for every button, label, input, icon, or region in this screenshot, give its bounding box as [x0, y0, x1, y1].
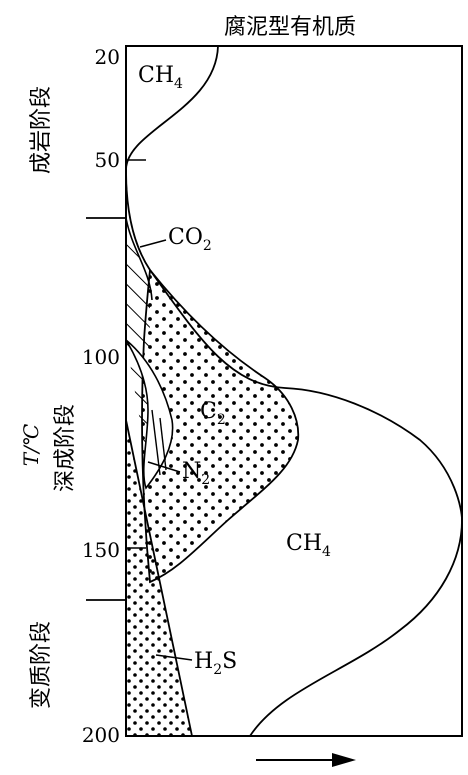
h2s-leader-line — [155, 654, 193, 661]
h2s-boundary-line — [125, 419, 193, 737]
diagram-title: 腐泥型有机质 — [224, 15, 356, 40]
n2-hatch-line — [159, 417, 167, 471]
ch4-main-curve — [149, 269, 463, 737]
co2-leader-line — [139, 239, 167, 248]
tick-label-20: 20 — [95, 45, 120, 69]
axis-label-temperature: T/℃ — [19, 424, 43, 466]
tick-label-100: 100 — [82, 345, 120, 369]
n2-leader-line — [147, 461, 181, 473]
label-h2s: H2S — [194, 649, 237, 678]
label-ch4-early: CH4 — [138, 63, 183, 92]
stage-label-catagenesis: 深成阶段 — [53, 404, 78, 492]
stage-label-metagenesis: 变质阶段 — [29, 621, 54, 709]
tick-label-150: 150 — [82, 538, 120, 562]
tick-label-50: 50 — [95, 148, 120, 172]
ch4-early-curve — [125, 45, 219, 271]
label-co2: CO2 — [168, 225, 212, 254]
arrow-right-icon — [332, 753, 356, 767]
n2-region — [125, 339, 174, 490]
label-n2: N2 — [182, 459, 210, 488]
n2-hatch-line — [151, 409, 161, 476]
stage-label-diagenesis: 成岩阶段 — [29, 86, 54, 174]
label-ch4-main: CH4 — [286, 531, 331, 560]
plot-frame — [125, 45, 463, 737]
tick-label-200: 200 — [82, 723, 120, 747]
label-c2: C2 — [200, 399, 226, 428]
